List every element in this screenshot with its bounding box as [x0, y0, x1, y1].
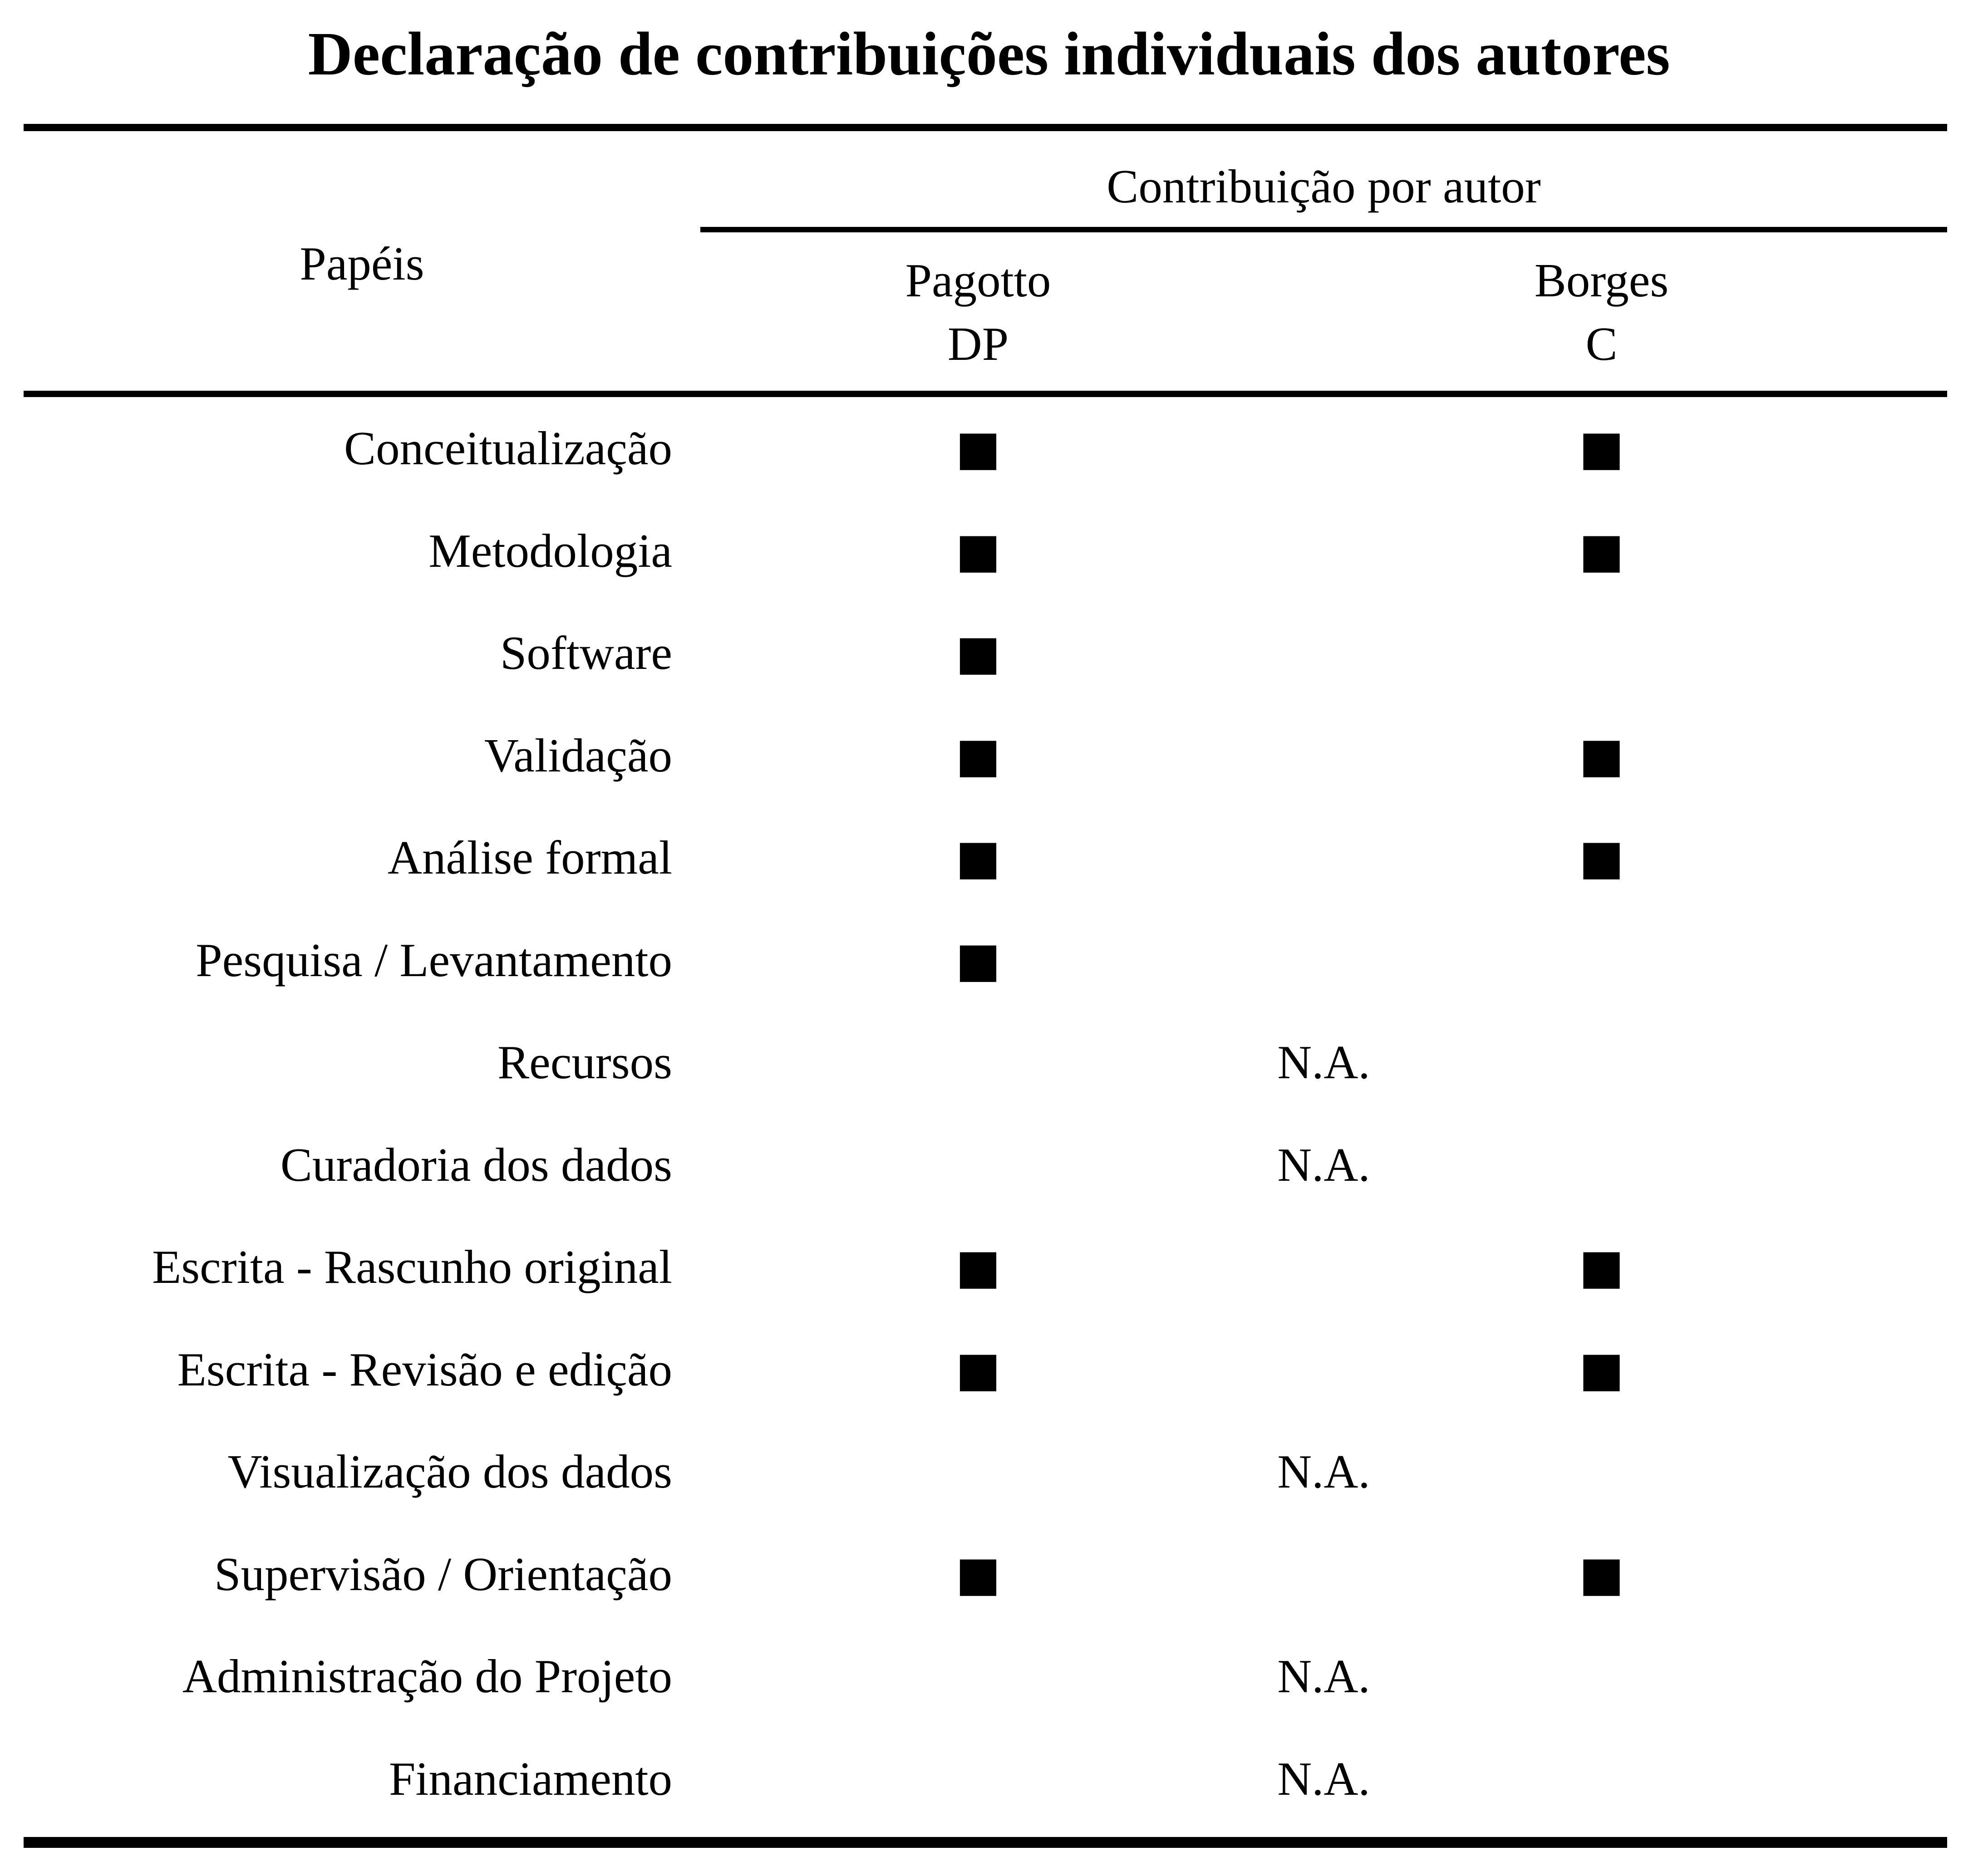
role-label: Escrita - Rascunho original [152, 1240, 672, 1294]
table-row: Metodologia ■ ■ [24, 500, 1947, 602]
cell-pagotto: ■ [700, 500, 1256, 602]
cell-pagotto: ■ [700, 1523, 1256, 1626]
table-row: Supervisão / Orientação ■ ■ [24, 1523, 1947, 1626]
table-top-border [24, 124, 1947, 131]
cell-not-applicable [700, 602, 1947, 704]
cell-not-applicable: N.A. [1277, 1650, 1370, 1703]
cell-borges: ■ [1256, 1318, 1947, 1421]
cell-not-applicable: N.A. [1277, 1445, 1370, 1498]
cell-pagotto: ■ [700, 704, 1256, 807]
cell-pagotto: ■ [700, 397, 1256, 500]
contribution-marker: ■ [955, 625, 1001, 681]
page-title: Declaração de contribuições individuais … [308, 20, 1670, 88]
contribution-marker: ■ [1579, 1341, 1624, 1397]
contribution-marker: ■ [955, 830, 1001, 885]
cell-not-applicable [700, 1318, 1947, 1421]
role-label: Supervisão / Orientação [214, 1547, 672, 1601]
contribution-marker: ■ [1579, 522, 1624, 578]
author-initials: C [1585, 317, 1618, 370]
role-label: Análise formal [388, 831, 672, 884]
role-label: Administração do Projeto [182, 1650, 672, 1703]
cell-borges: ■ [1256, 704, 1947, 807]
cell-borges: ■ [1256, 500, 1947, 602]
cell-borges: ■ [1256, 1216, 1947, 1318]
contribution-marker: ■ [1579, 830, 1624, 885]
table-row: Escrita - Rascunho original ■ ■ [24, 1216, 1947, 1318]
author-surname: Borges [1534, 254, 1669, 307]
cell-pagotto: ■ [700, 602, 1256, 704]
table-row: Análise formal ■ ■ [24, 806, 1947, 909]
table-row: Financiamento N.A. [24, 1728, 1947, 1830]
table-row: Pesquisa / Levantamento ■ [24, 909, 1947, 1012]
role-label: Software [500, 626, 672, 680]
contribution-marker: ■ [955, 1546, 1001, 1601]
cell-pagotto: ■ [700, 909, 1256, 1012]
author-column-header-borges: Borges C [1256, 256, 1947, 368]
cell-not-applicable [700, 1523, 1947, 1626]
author-column-header-pagotto: Pagotto DP [700, 256, 1256, 368]
contribution-marker: ■ [1579, 420, 1624, 476]
cell-pagotto: ■ [700, 1318, 1256, 1421]
contribution-marker: ■ [955, 522, 1001, 578]
cell-not-applicable: N.A. [1277, 1036, 1370, 1089]
role-label: Metodologia [428, 524, 672, 577]
contribution-marker: ■ [1579, 727, 1624, 783]
role-label: Recursos [497, 1036, 672, 1089]
cell-not-applicable [700, 704, 1947, 807]
cell-not-applicable [700, 909, 1947, 1012]
table-row: Validação ■ ■ [24, 704, 1947, 807]
contribution-marker: ■ [955, 1239, 1001, 1295]
table-bottom-border [24, 1837, 1947, 1848]
table-row: Visualização dos dados N.A. [24, 1420, 1947, 1523]
table-row: Administração do Projeto N.A. [24, 1625, 1947, 1728]
contribution-group-header: Contribuição por autor [1107, 160, 1541, 213]
table-row: Software ■ [24, 602, 1947, 704]
contribution-marker: ■ [955, 727, 1001, 783]
cell-not-applicable [700, 500, 1947, 602]
cell-not-applicable: N.A. [1277, 1138, 1370, 1191]
roles-column-header: Papéis [300, 237, 424, 290]
cell-pagotto: ■ [700, 806, 1256, 909]
role-label: Curadoria dos dados [280, 1138, 672, 1191]
table-row: Escrita - Revisão e edição ■ ■ [24, 1318, 1947, 1421]
author-surname: Pagotto [905, 254, 1051, 307]
contribution-marker: ■ [1579, 1239, 1624, 1295]
role-label: Visualização dos dados [227, 1445, 672, 1498]
cell-not-applicable: N.A. [1277, 1752, 1370, 1805]
cell-pagotto: ■ [700, 1216, 1256, 1318]
contribution-marker: ■ [955, 1341, 1001, 1397]
role-label: Conceitualização [344, 422, 672, 475]
table-row: Conceitualização ■ ■ [24, 397, 1947, 500]
cell-not-applicable [700, 1216, 1947, 1318]
contribution-marker: ■ [955, 932, 1001, 987]
cell-not-applicable [700, 397, 1947, 500]
author-initials: DP [947, 317, 1009, 370]
contribution-marker: ■ [955, 420, 1001, 476]
role-label: Financiamento [389, 1752, 672, 1805]
role-label: Validação [484, 728, 672, 782]
table-body: Conceitualização ■ ■ Metodologia ■ ■ Sof… [24, 397, 1947, 1830]
role-label: Pesquisa / Levantamento [196, 933, 672, 987]
contribution-group-underline [700, 227, 1947, 232]
table-row: Curadoria dos dados N.A. [24, 1114, 1947, 1216]
role-label: Escrita - Revisão e edição [177, 1342, 672, 1396]
cell-borges: ■ [1256, 806, 1947, 909]
table-header-separator [24, 391, 1947, 397]
table-row: Recursos N.A. [24, 1011, 1947, 1114]
contribution-marker: ■ [1579, 1546, 1624, 1601]
cell-borges: ■ [1256, 397, 1947, 500]
cell-not-applicable [700, 806, 1947, 909]
cell-borges: ■ [1256, 1523, 1947, 1626]
